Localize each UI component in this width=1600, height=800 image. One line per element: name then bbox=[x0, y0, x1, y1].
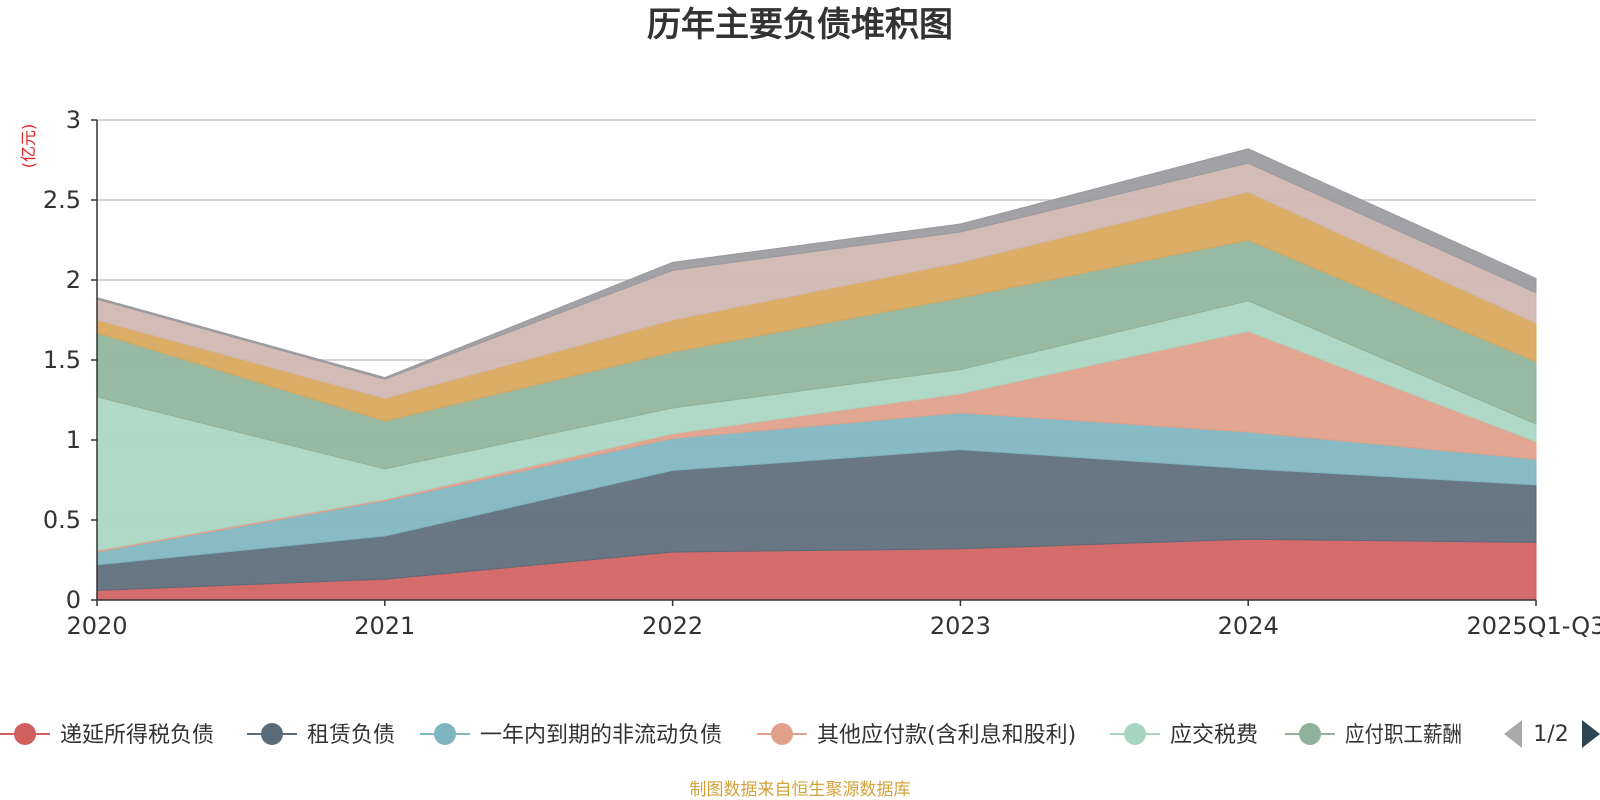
x-tick-label: 2025Q1-Q3 bbox=[1467, 612, 1600, 640]
legend-marker bbox=[1124, 723, 1146, 745]
y-tick-label: 0 bbox=[66, 586, 81, 614]
area-series-group bbox=[96, 148, 1537, 601]
legend-prev-icon[interactable] bbox=[1504, 720, 1522, 748]
y-tick-label: 0.5 bbox=[43, 506, 81, 534]
legend-pager: 1/2 bbox=[1504, 720, 1600, 748]
legend-item[interactable]: 递延所得税负债 bbox=[0, 723, 214, 748]
legend-next-icon[interactable] bbox=[1582, 720, 1600, 748]
x-ticks: 2020 2021 2022 2023 2024 2025Q1-Q3 bbox=[66, 600, 1600, 640]
y-tick-label: 1.5 bbox=[43, 346, 81, 374]
data-source-note: 制图数据来自恒生聚源数据库 bbox=[690, 780, 911, 800]
y-tick-label: 2.5 bbox=[43, 186, 81, 214]
legend-item[interactable]: 租赁负债 bbox=[247, 723, 395, 748]
legend-marker bbox=[434, 723, 456, 745]
legend-label: 一年内到期的非流动负债 bbox=[480, 723, 722, 748]
area-series-9 bbox=[96, 148, 1537, 380]
y-axis-unit-label: (亿元) bbox=[19, 124, 38, 169]
legend-marker bbox=[1299, 723, 1321, 745]
x-tick-label: 2021 bbox=[354, 612, 415, 640]
legend-label: 递延所得税负债 bbox=[60, 723, 214, 748]
legend-marker bbox=[771, 723, 793, 745]
legend-item[interactable]: 应交税费 bbox=[1110, 723, 1258, 748]
x-tick-label: 2023 bbox=[930, 612, 991, 640]
y-ticks: 0 0.5 1 1.5 2 2.5 3 bbox=[43, 106, 97, 614]
legend-label: 应交税费 bbox=[1170, 723, 1258, 748]
x-tick-label: 2020 bbox=[66, 612, 127, 640]
legend-label: 其他应付款(含利息和股利) bbox=[817, 723, 1076, 748]
chart-title: 历年主要负债堆积图 bbox=[647, 5, 953, 45]
legend: 递延所得税负债 租赁负债 一年内到期的非流动负债 其他应付款(含利息和股利) 应交税费 应… bbox=[0, 723, 1462, 748]
x-tick-label: 2022 bbox=[642, 612, 703, 640]
y-tick-label: 3 bbox=[66, 106, 81, 134]
legend-label: 租赁负债 bbox=[307, 723, 395, 748]
legend-label: 应付职工薪酬 bbox=[1345, 723, 1462, 748]
legend-item[interactable]: 一年内到期的非流动负债 bbox=[420, 723, 722, 748]
legend-marker bbox=[261, 723, 283, 745]
y-tick-label: 1 bbox=[66, 426, 81, 454]
legend-item[interactable]: 其他应付款(含利息和股利) bbox=[757, 723, 1076, 748]
legend-item[interactable]: 应付职工薪酬 bbox=[1285, 723, 1462, 748]
legend-marker bbox=[14, 723, 36, 745]
legend-page-indicator: 1/2 bbox=[1533, 722, 1568, 747]
y-tick-label: 2 bbox=[66, 266, 81, 294]
x-tick-label: 2024 bbox=[1218, 612, 1279, 640]
